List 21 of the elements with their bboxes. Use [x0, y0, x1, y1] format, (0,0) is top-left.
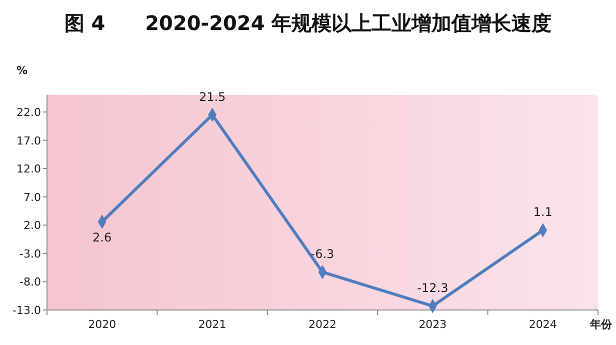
y-tick-label: -8.0	[20, 276, 41, 289]
y-tick-label: 12.0	[16, 162, 41, 176]
x-tick-label: 2021	[198, 318, 226, 331]
y-tick-label: 7.0	[24, 190, 41, 204]
x-tick-label: 2023	[418, 318, 447, 331]
data-label: 1.1	[533, 205, 552, 220]
y-tick-label: -13.0	[12, 304, 41, 317]
x-tick-label: 2024	[528, 318, 557, 331]
y-tick-label: 22.0	[16, 106, 41, 119]
y-tick-label: 17.0	[16, 134, 41, 148]
x-axis-title: 年份	[589, 318, 613, 331]
y-tick-label: 2.0	[24, 219, 41, 232]
y-tick-label: -3.0	[20, 247, 41, 260]
chart-title: 图 4 2020-2024 年规模以上工业增加值增长速度	[64, 11, 552, 35]
x-tick-label: 2022	[308, 318, 336, 331]
x-tick-label: 2020	[88, 318, 116, 331]
y-axis-title: %	[16, 64, 28, 77]
data-label: 2.6	[92, 230, 112, 245]
data-label: -6.3	[310, 247, 334, 262]
data-label: -12.3	[417, 281, 448, 296]
data-label: 21.5	[198, 90, 226, 104]
